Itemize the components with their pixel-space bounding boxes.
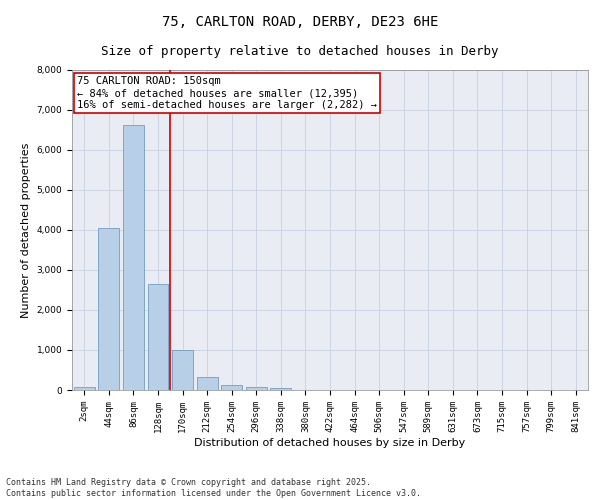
Bar xyxy=(221,385,242,390)
Bar xyxy=(74,387,95,390)
Bar xyxy=(246,387,267,390)
Text: 75 CARLTON ROAD: 150sqm
← 84% of detached houses are smaller (12,395)
16% of sem: 75 CARLTON ROAD: 150sqm ← 84% of detache… xyxy=(77,76,377,110)
Text: 75, CARLTON ROAD, DERBY, DE23 6HE: 75, CARLTON ROAD, DERBY, DE23 6HE xyxy=(162,15,438,29)
Bar xyxy=(197,377,218,390)
Bar xyxy=(123,125,144,390)
Bar xyxy=(172,350,193,390)
Bar xyxy=(148,284,169,390)
Bar xyxy=(271,388,292,390)
Text: Size of property relative to detached houses in Derby: Size of property relative to detached ho… xyxy=(101,45,499,58)
X-axis label: Distribution of detached houses by size in Derby: Distribution of detached houses by size … xyxy=(194,438,466,448)
Y-axis label: Number of detached properties: Number of detached properties xyxy=(21,142,31,318)
Text: Contains HM Land Registry data © Crown copyright and database right 2025.
Contai: Contains HM Land Registry data © Crown c… xyxy=(6,478,421,498)
Bar xyxy=(98,228,119,390)
